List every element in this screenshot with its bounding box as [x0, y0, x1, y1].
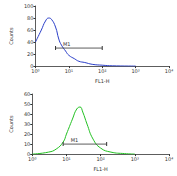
- svg-text:50: 50: [24, 101, 30, 107]
- svg-text:10³: 10³: [131, 68, 139, 74]
- svg-text:M1: M1: [63, 41, 71, 47]
- svg-text:10¹: 10¹: [65, 68, 73, 74]
- svg-text:40: 40: [27, 39, 33, 45]
- svg-text:Counts: Counts: [8, 27, 14, 45]
- svg-text:0: 0: [27, 151, 31, 158]
- svg-text:10²: 10²: [98, 68, 106, 74]
- svg-text:10¹: 10¹: [62, 156, 70, 162]
- svg-text:30: 30: [24, 121, 30, 127]
- svg-text:60: 60: [27, 27, 33, 33]
- svg-text:M1: M1: [71, 137, 79, 143]
- svg-text:10: 10: [24, 141, 30, 147]
- svg-text:40: 40: [24, 111, 30, 117]
- svg-text:10⁴: 10⁴: [165, 68, 173, 74]
- svg-text:Counts: Counts: [8, 115, 14, 133]
- svg-text:80: 80: [27, 15, 33, 21]
- svg-text:0: 0: [30, 63, 34, 70]
- svg-text:10⁰: 10⁰: [28, 156, 36, 162]
- svg-text:10⁴: 10⁴: [165, 156, 173, 162]
- svg-text:10²: 10²: [96, 156, 104, 162]
- svg-text:100: 100: [24, 3, 34, 9]
- svg-text:20: 20: [27, 51, 33, 57]
- svg-text:20: 20: [24, 131, 30, 137]
- svg-text:FL1-H: FL1-H: [93, 166, 108, 172]
- svg-text:FL1-H: FL1-H: [95, 78, 110, 84]
- svg-text:10³: 10³: [131, 156, 139, 162]
- svg-text:60: 60: [24, 91, 30, 97]
- svg-text:10⁰: 10⁰: [31, 68, 39, 74]
